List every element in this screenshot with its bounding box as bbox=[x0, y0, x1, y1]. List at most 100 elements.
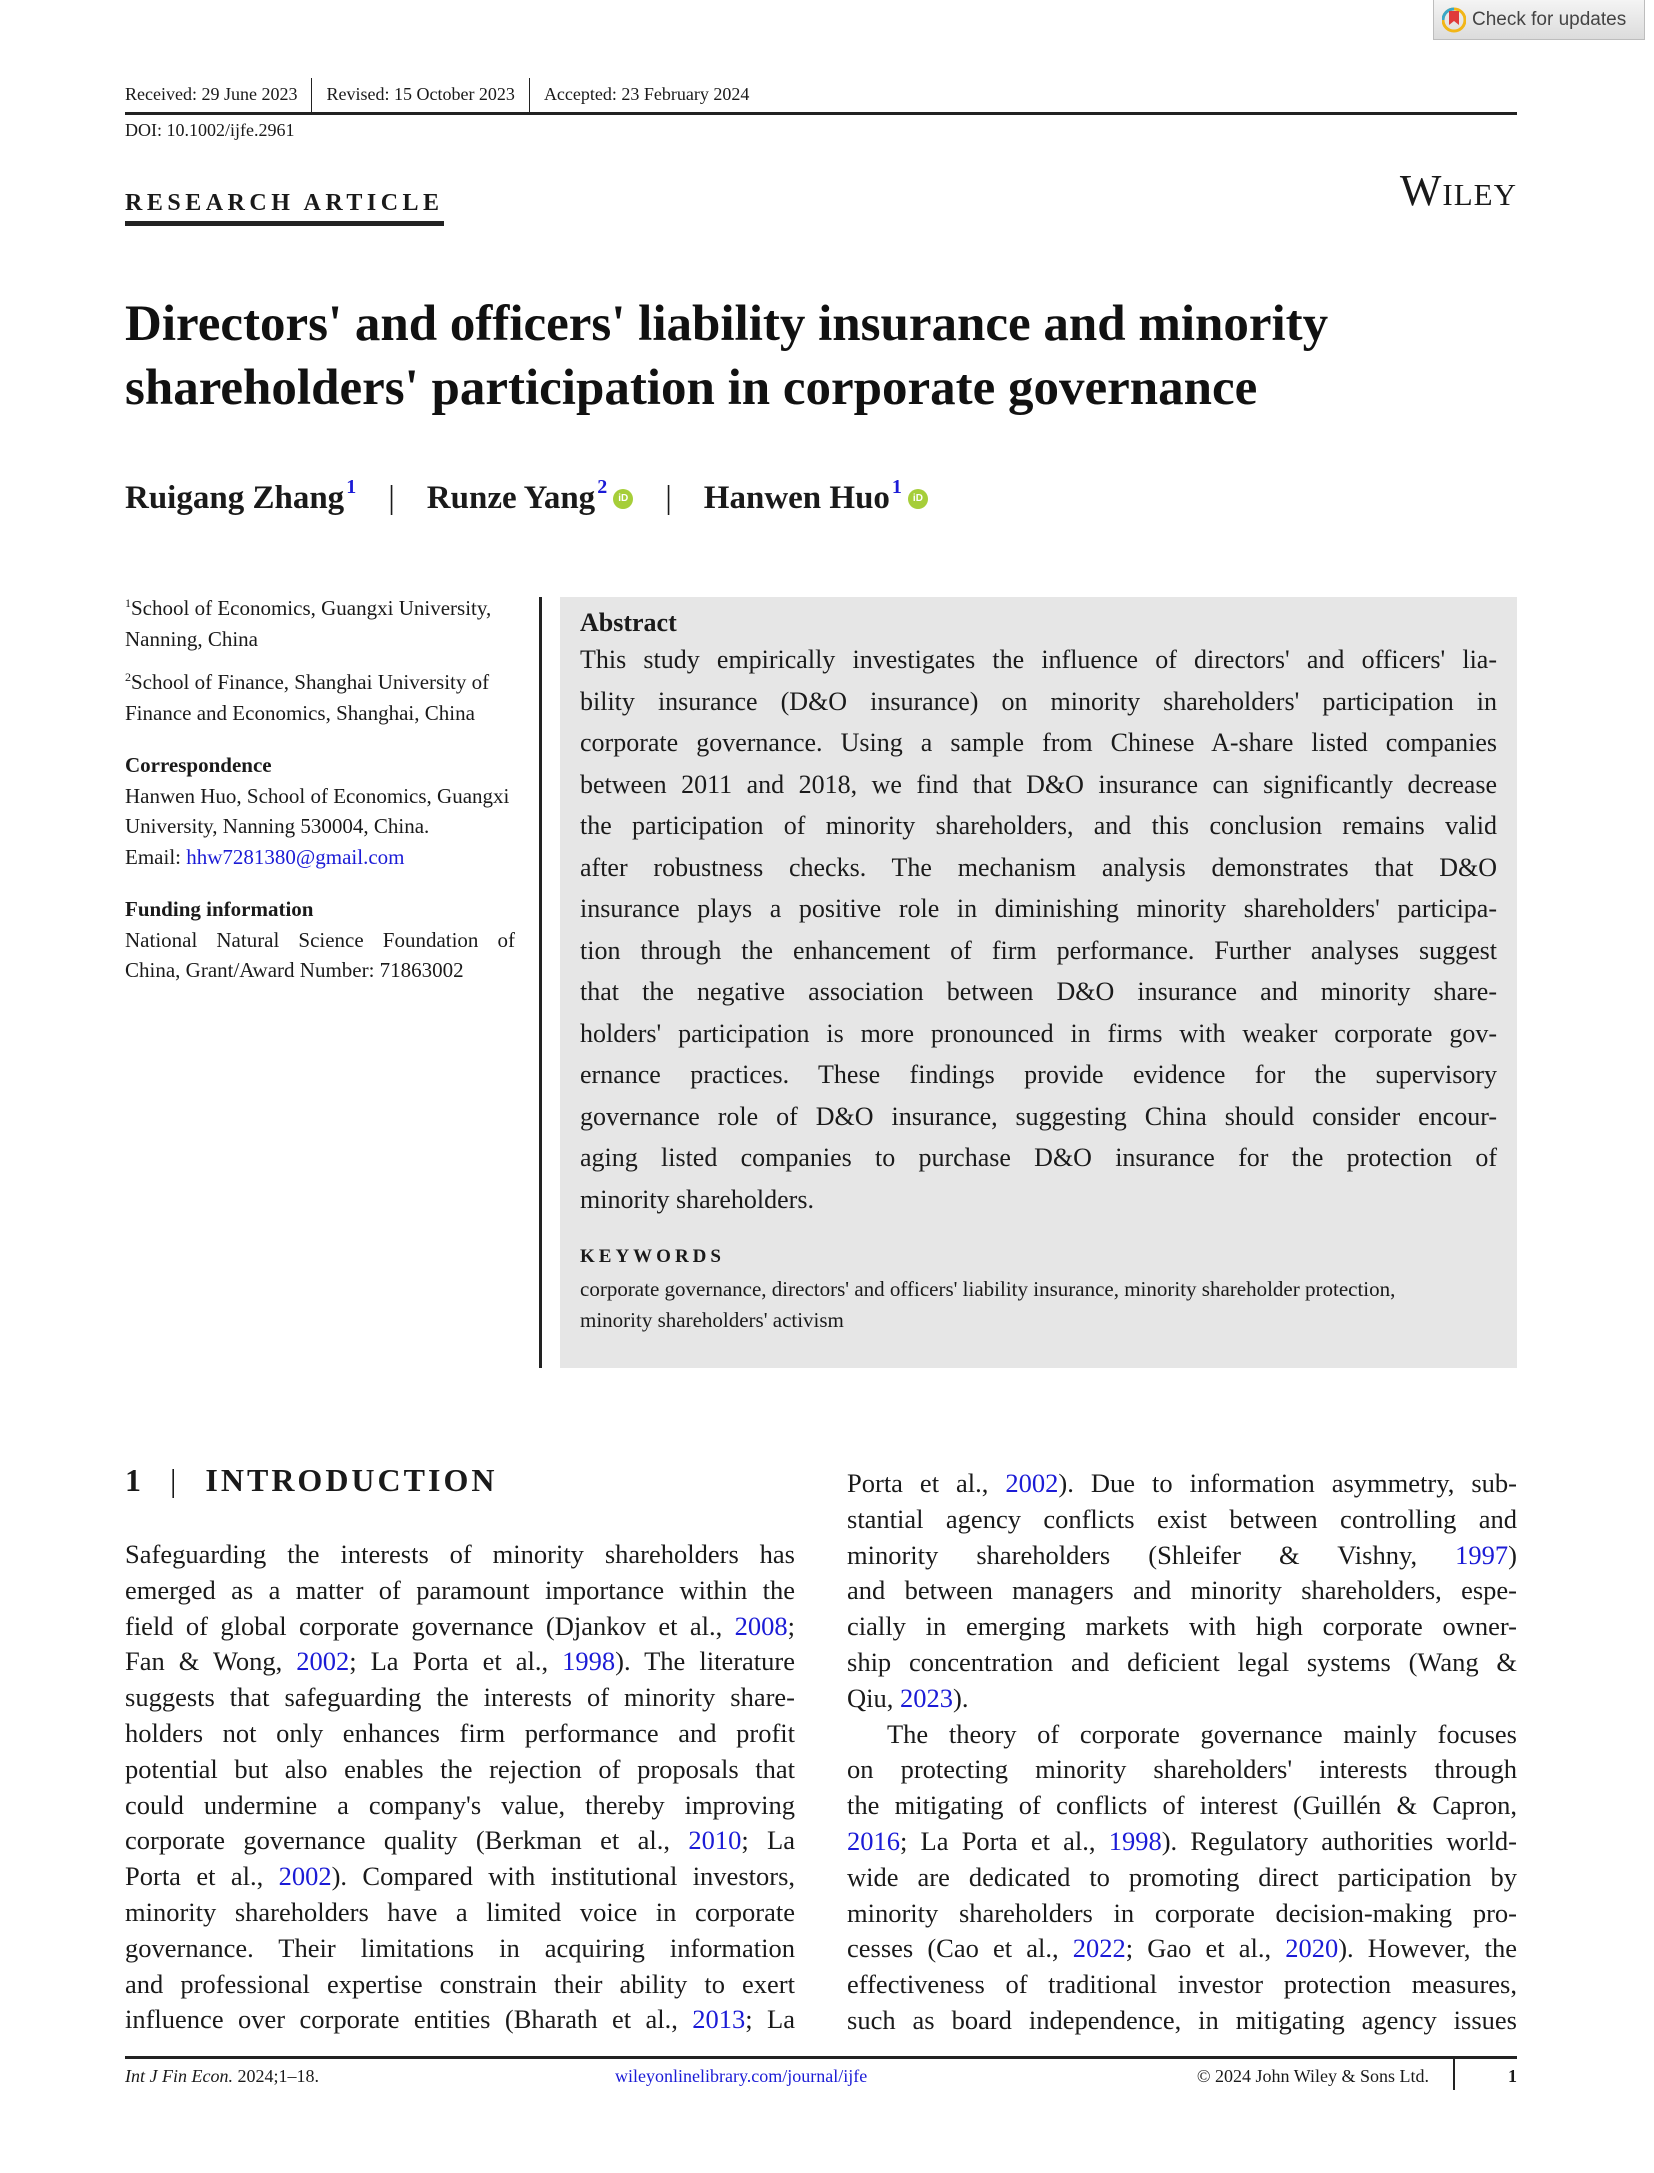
email-label: Email: bbox=[125, 844, 187, 869]
affiliation-sup[interactable]: 1 bbox=[891, 476, 902, 498]
text-run: ; La Porta et al., bbox=[900, 1825, 1109, 1856]
abstract-line: minority shareholders. bbox=[580, 1184, 814, 1214]
abstract-line: after robustness checks. The mechanism a… bbox=[580, 852, 1497, 882]
section-separator: | bbox=[170, 1462, 180, 1498]
citation-link[interactable]: 2002 bbox=[278, 1861, 332, 1892]
paragraph-line: wide are dedicated to promoting direct p… bbox=[847, 1860, 1517, 1896]
affiliation-sup[interactable]: 2 bbox=[597, 476, 608, 498]
email-link[interactable]: hhw7281380@gmail.com bbox=[186, 844, 405, 869]
paragraph-line: cially in emerging markets with high cor… bbox=[847, 1609, 1517, 1645]
paragraph-line: effectiveness of traditional investor pr… bbox=[847, 1967, 1517, 2003]
author-name: Ruigang Zhang bbox=[125, 480, 345, 516]
paragraph-line: 2016; La Porta et al., 1998). Regulatory… bbox=[847, 1824, 1517, 1860]
text-run: ship concentration and deficient legal s… bbox=[847, 1646, 1517, 1677]
paragraph-line: cesses (Cao et al., 2022; Gao et al., 20… bbox=[847, 1931, 1517, 1967]
paragraph-line: corporate governance quality (Berkman et… bbox=[125, 1823, 795, 1859]
text-run: ; Gao et al., bbox=[1125, 1933, 1286, 1964]
citation-link[interactable]: 2008 bbox=[734, 1610, 788, 1641]
keywords-heading: KEYWORDS bbox=[580, 1246, 725, 1267]
wiley-logo: Wiley bbox=[1399, 166, 1517, 215]
citation-link[interactable]: 1998 bbox=[1108, 1825, 1162, 1856]
section-heading: 1 | INTRODUCTION bbox=[125, 1462, 497, 1499]
paragraph-line: ship concentration and deficient legal s… bbox=[847, 1645, 1517, 1681]
citation-link[interactable]: 1998 bbox=[562, 1646, 616, 1677]
journal-url-link[interactable]: wileyonlinelibrary.com/journal/ijfe bbox=[615, 2066, 868, 2086]
citation-link[interactable]: 2020 bbox=[1285, 1933, 1339, 1964]
abstract-line: between 2011 and 2018, we find that D&O … bbox=[580, 769, 1497, 799]
paragraph-line: Safeguarding the interests of minority s… bbox=[125, 1537, 795, 1573]
orcid-icon[interactable]: iD bbox=[907, 489, 928, 509]
abstract-box: Abstract This study empirically investig… bbox=[560, 597, 1517, 1368]
keywords: corporate governance, directors' and off… bbox=[580, 1277, 1396, 1332]
orcid-icon[interactable]: iD bbox=[613, 489, 634, 509]
email-line: Email: hhw7281380@gmail.com bbox=[125, 842, 515, 873]
title-line: shareholders' participation in corporate… bbox=[125, 360, 1258, 416]
text-run: ; La bbox=[745, 2004, 796, 2035]
check-for-updates-button[interactable]: Check for updates bbox=[1433, 0, 1645, 40]
text-run: influence over corporate entities (Bhara… bbox=[125, 2004, 693, 2035]
text-run: ; bbox=[787, 1610, 795, 1641]
paragraph-line: suggests that safeguarding the interests… bbox=[125, 1680, 795, 1716]
text-run: ; La Porta et al., bbox=[349, 1646, 563, 1677]
text-run: Safeguarding the interests of minority s… bbox=[125, 1539, 795, 1569]
text-run: minority shareholders in corporate decis… bbox=[847, 1897, 1517, 1928]
abstract-line: ernance practices. These findings provid… bbox=[580, 1060, 1497, 1089]
citation-link[interactable]: 2016 bbox=[847, 1825, 900, 1856]
citation-link[interactable]: 2013 bbox=[692, 2004, 746, 2035]
paragraph-line: and professional expertise constrain the… bbox=[125, 1967, 795, 2003]
paragraph-line: Porta et al., 2002). Due to information … bbox=[847, 1466, 1517, 1502]
affiliation-number: 2 bbox=[125, 670, 131, 684]
citation-link[interactable]: 2002 bbox=[1005, 1468, 1059, 1498]
funding-heading: Funding information bbox=[125, 897, 314, 921]
text-run: stantial agency conflicts exist between … bbox=[847, 1503, 1517, 1534]
author-separator: | bbox=[388, 480, 395, 516]
text-run: and professional expertise constrain the… bbox=[125, 1968, 795, 1999]
abstract-line: holders' participation is more pronounce… bbox=[580, 1018, 1497, 1048]
divider bbox=[1453, 2058, 1455, 2090]
citation-link[interactable]: 2010 bbox=[688, 1825, 742, 1856]
author[interactable]: Hanwen Huo 1 bbox=[704, 476, 902, 517]
paragraph-line: such as board independence, in mitigatin… bbox=[847, 2003, 1517, 2039]
paragraph-line: minority shareholders in corporate decis… bbox=[847, 1896, 1517, 1932]
abstract-body: This study empirically investigates the … bbox=[580, 639, 1497, 1220]
citation-link[interactable]: 2002 bbox=[296, 1646, 350, 1677]
paragraph-line: stantial agency conflicts exist between … bbox=[847, 1502, 1517, 1538]
affiliation-sup[interactable]: 1 bbox=[346, 476, 357, 498]
page-number: 1 bbox=[1508, 2066, 1517, 2086]
text-run: ). Due to information asymmetry, sub- bbox=[1058, 1468, 1517, 1498]
section-title: INTRODUCTION bbox=[205, 1462, 498, 1498]
author-list: Ruigang Zhang 1 | Runze Yang 2 iD | Hanwen… bbox=[125, 476, 928, 517]
journal-name: Int J Fin Econ. bbox=[125, 2066, 233, 2086]
text-run: corporate governance quality (Berkman et… bbox=[125, 1825, 689, 1856]
doi: DOI: 10.1002/ijfe.2961 bbox=[125, 120, 295, 140]
text-run: ). bbox=[953, 1682, 969, 1713]
text-run: The theory of corporate governance mainl… bbox=[887, 1718, 1517, 1749]
citation-link[interactable]: 2022 bbox=[1072, 1933, 1126, 1964]
article-dates: Received: 29 June 2023 Revised: 15 Octob… bbox=[125, 78, 1517, 115]
paragraph-line: governance. Their limitations in acquiri… bbox=[125, 1931, 795, 1967]
text-run: effectiveness of traditional investor pr… bbox=[847, 1969, 1517, 2000]
citation-link[interactable]: 2023 bbox=[900, 1682, 953, 1713]
text-run: emerged as a matter of paramount importa… bbox=[125, 1574, 795, 1605]
citation-link[interactable]: 1997 bbox=[1455, 1539, 1509, 1570]
abstract-heading: Abstract bbox=[580, 608, 677, 637]
text-run: minority shareholders have a limited voi… bbox=[125, 1896, 795, 1927]
abstract-line: bility insurance (D&O insurance) on mino… bbox=[580, 686, 1497, 716]
text-run: cially in emerging markets with high cor… bbox=[847, 1611, 1517, 1642]
text-run: suggests that safeguarding the interests… bbox=[125, 1682, 795, 1713]
paragraph-line: potential but also enables the rejection… bbox=[125, 1752, 795, 1788]
accepted-date: Accepted: 23 February 2024 bbox=[543, 84, 750, 104]
article-title: Directors' and officers' liability insur… bbox=[125, 292, 1525, 420]
divider bbox=[539, 597, 542, 1368]
intro-right-column: Porta et al., 2002). Due to information … bbox=[847, 1466, 1517, 2039]
author[interactable]: Ruigang Zhang 1 bbox=[125, 476, 356, 517]
author[interactable]: Runze Yang 2 bbox=[427, 476, 607, 517]
paragraph-line: Porta et al., 2002). Compared with insti… bbox=[125, 1859, 795, 1895]
paragraph-line: could undermine a company's value, there… bbox=[125, 1788, 795, 1824]
paragraph-line: emerged as a matter of paramount importa… bbox=[125, 1573, 795, 1609]
intro-left-column: Safeguarding the interests of minority s… bbox=[125, 1537, 795, 2038]
text-run: minority shareholders (Shleifer & Vishny… bbox=[847, 1539, 1456, 1570]
text-run: Qiu, bbox=[847, 1682, 900, 1713]
article-info-sidebar: 1School of Economics, Guangxi University… bbox=[125, 588, 515, 986]
abstract-line: insurance plays a positive role in dimin… bbox=[580, 894, 1497, 923]
